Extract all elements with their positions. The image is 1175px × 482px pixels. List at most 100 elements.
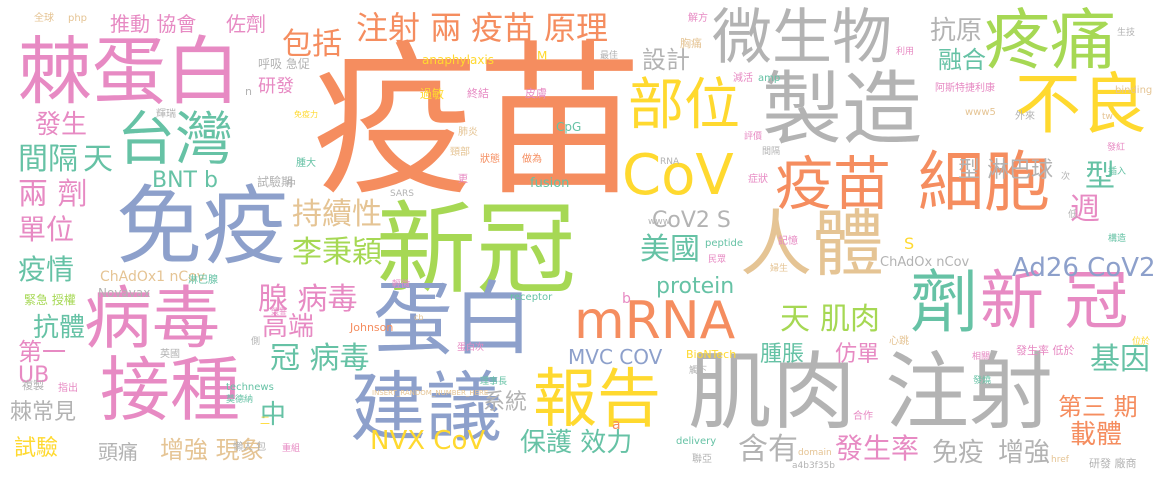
cloud-word: 外來	[1015, 111, 1035, 122]
cloud-word: 保護 效力	[520, 428, 633, 458]
cloud-word: 載體	[1070, 420, 1123, 450]
cloud-word: 免疫	[116, 177, 288, 277]
cloud-word: 指出	[58, 383, 78, 394]
cloud-word: fusion	[530, 176, 570, 191]
cloud-word: 肌肉	[820, 302, 880, 337]
cloud-word: 部位	[628, 73, 740, 138]
cloud-word: 單位	[18, 213, 75, 246]
cloud-word: 冠 病毒	[270, 341, 370, 376]
cloud-word: www5	[965, 107, 996, 118]
cloud-word: 增強	[998, 438, 1051, 468]
cloud-word: 第三 期	[1058, 393, 1138, 421]
cloud-word: 插入	[1108, 167, 1127, 177]
cloud-word: 製造	[762, 63, 922, 156]
cloud-word: 發生	[35, 110, 88, 140]
cloud-word: domain	[798, 448, 832, 458]
cloud-word: 仿單	[835, 342, 880, 367]
cloud-word: 減活	[733, 73, 753, 84]
cloud-word: 聯亞	[692, 454, 712, 465]
cloud-word: 設計	[642, 46, 690, 74]
cloud-word: 棘常見	[10, 400, 77, 425]
cloud-word: 兩 劑	[18, 177, 88, 212]
cloud-word: ChAdOx1 nCov	[100, 269, 206, 285]
cloud-word: 阿斯特捷利康	[935, 83, 995, 94]
cloud-word: 腫脹	[760, 342, 805, 367]
cloud-word: 李秉穎	[292, 235, 382, 270]
cloud-word: 婦生	[770, 264, 789, 274]
cloud-word: 微生物	[712, 3, 892, 73]
cloud-word: mRNA	[574, 291, 736, 351]
cloud-word: CpG	[556, 120, 582, 134]
cloud-word: 含有	[738, 432, 798, 467]
cloud-word: 推動 協會	[110, 12, 197, 36]
cloud-word: a4b3f35b	[792, 461, 836, 471]
cloud-word: 發生率 低於	[1016, 344, 1075, 357]
cloud-word: 頭痛	[98, 440, 138, 464]
cloud-word: protein	[656, 274, 735, 299]
cloud-word: SARS	[390, 189, 415, 199]
cloud-word: 中	[260, 400, 287, 430]
cloud-word: 細胞	[918, 144, 1050, 221]
cloud-word: php	[68, 13, 88, 24]
cloud-word: 抗原	[930, 16, 983, 46]
cloud-word: 報告	[533, 363, 661, 437]
cloud-word: CoV	[622, 143, 734, 208]
cloud-word: 皮膚	[525, 87, 547, 100]
cloud-word: 疫苗	[312, 26, 642, 218]
cloud-word: CoV2 S	[652, 208, 731, 233]
cloud-word: 生技	[1117, 28, 1136, 38]
cloud-word: 二	[260, 416, 270, 427]
cloud-word: 最佳	[600, 51, 619, 61]
cloud-word: BNT b	[152, 168, 218, 193]
cloud-word: 觸下	[689, 366, 708, 376]
cloud-word: 構造	[1108, 234, 1127, 244]
cloud-word: a	[612, 417, 621, 433]
cloud-word: 試驗	[14, 436, 59, 461]
cloud-word: anaphylaxis	[422, 53, 495, 67]
cloud-word: INSERT_RANDOM_NUMBER_HERE	[372, 389, 489, 397]
cloud-word: 榮譽	[271, 307, 287, 316]
cloud-word: 劑	[910, 264, 979, 343]
cloud-word: 系統	[483, 390, 528, 415]
cloud-word: 建議	[350, 363, 502, 452]
cloud-word: tw	[1102, 112, 1113, 122]
cloud-word: 研發	[258, 76, 294, 97]
cloud-word: 免疫力	[294, 110, 318, 119]
cloud-word: 低	[1068, 210, 1078, 220]
cloud-word: n	[245, 85, 252, 98]
cloud-word: 人體	[740, 202, 885, 286]
cloud-word: 間隔	[18, 142, 78, 177]
cloud-word: cb	[414, 313, 424, 322]
cloud-word: 腫大	[296, 158, 316, 169]
cloud-word: ChAdOx nCov	[880, 255, 970, 270]
cloud-word: 病毒	[84, 280, 221, 359]
cloud-word: 原理	[544, 9, 609, 47]
cloud-word: href	[1051, 455, 1069, 465]
cloud-word: delivery	[676, 436, 717, 447]
cloud-word: 佐劑	[226, 12, 266, 36]
cloud-word: 胸痛	[680, 37, 702, 50]
cloud-word: Novavax	[98, 286, 151, 300]
cloud-word: 間隔	[762, 147, 781, 157]
cloud-word: 免疫	[932, 438, 985, 468]
cloud-word: 理事長	[480, 377, 508, 387]
cloud-word: amp	[758, 73, 781, 84]
cloud-word: 包括	[282, 27, 342, 62]
cloud-word: 懶人 包	[233, 442, 267, 453]
cloud-word: 不良	[1015, 66, 1147, 143]
cloud-word: 評價	[744, 132, 763, 142]
cloud-word: technews	[226, 382, 274, 393]
cloud-word: peptide	[705, 238, 744, 249]
cloud-word: 發生率	[835, 432, 920, 465]
cloud-word: RNA	[660, 157, 680, 167]
cloud-word: receptor	[510, 292, 553, 303]
cloud-word: 合作	[853, 411, 873, 422]
cloud-word: 疫苗	[775, 150, 892, 218]
cloud-word: 終結	[467, 87, 489, 100]
cloud-word: 相關	[972, 352, 991, 362]
cloud-word: 美國	[640, 232, 700, 267]
cloud-word: 呼吸 急促	[258, 57, 310, 71]
cloud-word: 研發 廠商	[1089, 457, 1137, 470]
cloud-word: 疫情	[18, 253, 75, 286]
cloud-word: 次	[1061, 172, 1071, 182]
